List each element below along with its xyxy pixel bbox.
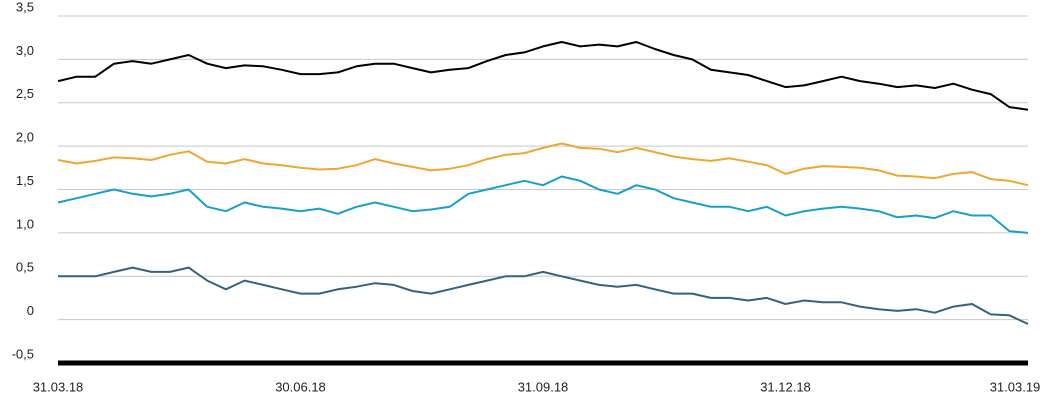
y-tick-label: 3,5 — [16, 0, 34, 14]
data-line — [57, 142, 1029, 187]
data-line — [57, 175, 1029, 234]
y-tick-label: 0,5 — [16, 260, 34, 275]
y-tick-label: -0,5 — [12, 346, 34, 361]
y-tick-label: 2,0 — [16, 130, 34, 145]
y-tick-label: 2,5 — [16, 86, 34, 101]
y-tick-label: 1,5 — [16, 173, 34, 188]
y-tick-label: 3,0 — [16, 43, 34, 58]
x-tick-label: 31.09.18 — [518, 379, 569, 394]
x-tick-label: 31.12.18 — [760, 379, 811, 394]
x-tick-label: 31.03.18 — [33, 379, 84, 394]
data-line — [58, 266, 1029, 325]
x-tick-label: 30.06.18 — [275, 379, 326, 394]
y-tick-label: 1,0 — [16, 216, 34, 231]
x-tick-label: 31.03.19 — [990, 379, 1041, 394]
y-tick-label: 0 — [27, 303, 34, 318]
data-line — [57, 41, 1029, 111]
